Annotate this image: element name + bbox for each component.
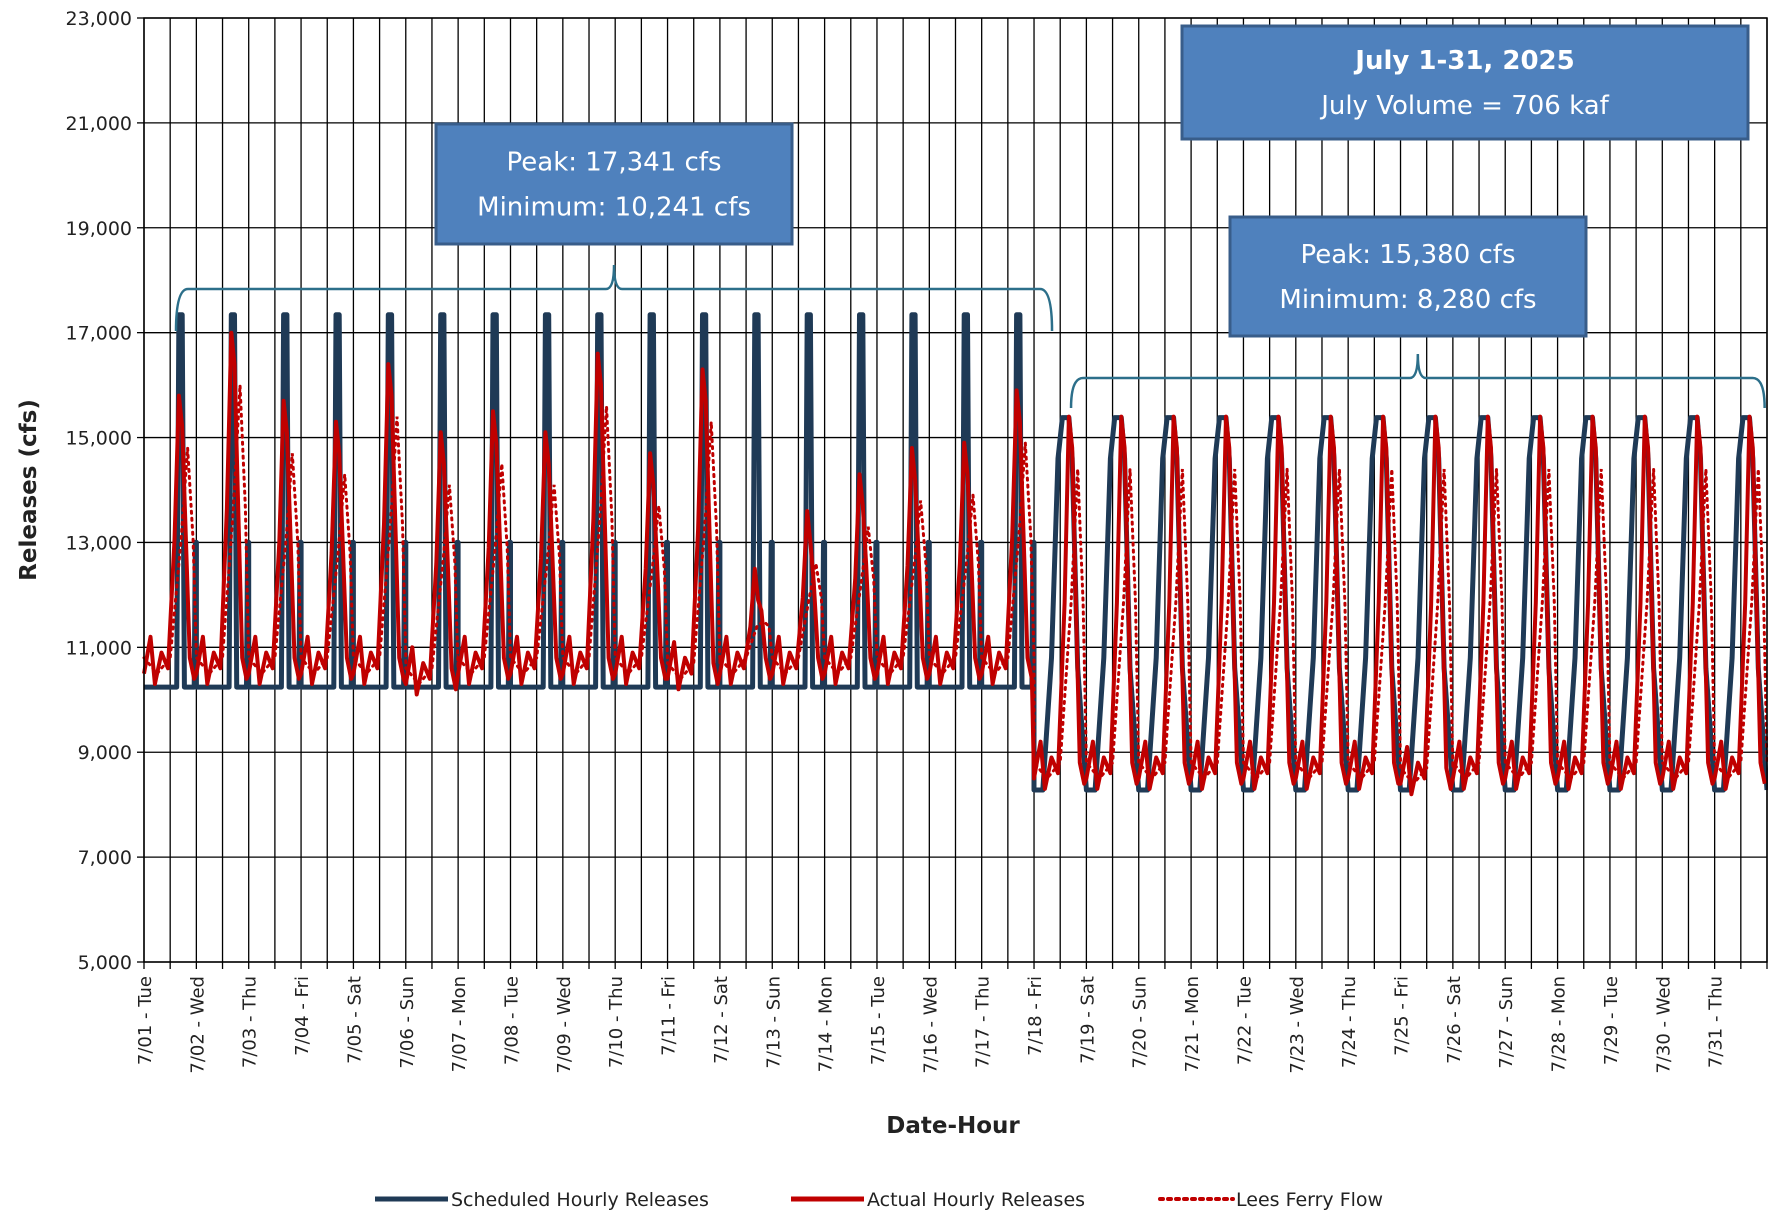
- x-tick-label: 7/13 - Sun: [763, 976, 784, 1069]
- x-tick-label: 7/09 - Wed: [554, 976, 575, 1074]
- y-tick-label: 21,000: [66, 113, 132, 135]
- x-tick-label: 7/06 - Sun: [397, 976, 418, 1069]
- x-tick-label: 7/08 - Tue: [501, 976, 522, 1065]
- callout-summary-line-1: July 1-31, 2025: [1353, 46, 1574, 76]
- x-tick-label: 7/24 - Thu: [1339, 976, 1360, 1068]
- x-tick-label: 7/21 - Mon: [1182, 976, 1203, 1072]
- callout-period2-line-1: Peak: 15,380 cfs: [1301, 240, 1516, 270]
- callout-period1-box: [434, 122, 794, 246]
- x-tick-label: 7/19 - Sat: [1077, 976, 1098, 1064]
- y-tick-label: 11,000: [66, 637, 132, 659]
- x-tick-label: 7/31 - Thu: [1706, 976, 1727, 1068]
- x-axis-label: Date-Hour: [886, 1113, 1020, 1139]
- callout-summary: July 1-31, 2025 July Volume = 706 kaf: [1180, 24, 1750, 141]
- x-tick-label: 7/26 - Sat: [1444, 976, 1465, 1064]
- x-tick-label: 7/01 - Tue: [135, 976, 156, 1065]
- y-tick-label: 9,000: [78, 742, 132, 764]
- callout-period2: Peak: 15,380 cfs Minimum: 8,280 cfs: [1228, 215, 1588, 338]
- x-tick-label: 7/14 - Mon: [816, 976, 837, 1072]
- callout-period2-box: [1228, 215, 1588, 338]
- callout-period1-line-2: Minimum: 10,241 cfs: [477, 193, 751, 223]
- y-tick-label: 17,000: [66, 323, 132, 345]
- x-tick-label: 7/18 - Fri: [1025, 976, 1046, 1056]
- x-tick-label: 7/12 - Sat: [711, 976, 732, 1064]
- y-tick-label: 13,000: [66, 532, 132, 554]
- legend-label: Scheduled Hourly Releases: [451, 1189, 709, 1211]
- brace-period2: [1069, 353, 1766, 409]
- y-axis-label: Releases (cfs): [16, 399, 42, 581]
- y-axis-ticks: 5,000 7,000 9,000 11,000 13,000 15,000 17,000 1…: [66, 8, 144, 974]
- x-tick-label: 7/05 - Sat: [344, 976, 365, 1064]
- x-tick-label: 7/29 - Tue: [1601, 976, 1622, 1065]
- x-tick-label: 7/27 - Sun: [1496, 976, 1517, 1069]
- grid: [143, 17, 1768, 963]
- x-tick-label: 7/16 - Wed: [920, 976, 941, 1074]
- callout-summary-box: [1180, 24, 1750, 141]
- x-tick-label: 7/30 - Wed: [1653, 976, 1674, 1074]
- x-tick-label: 7/20 - Sun: [1130, 976, 1151, 1069]
- y-tick-label: 15,000: [66, 428, 132, 450]
- callout-period1-line-1: Peak: 17,341 cfs: [507, 148, 722, 178]
- x-tick-label: 7/28 - Mon: [1549, 976, 1570, 1072]
- y-tick-label: 5,000: [78, 952, 132, 974]
- x-tick-label: 7/02 - Wed: [187, 976, 208, 1074]
- series-actual-hourly-releases: [142, 330, 1767, 797]
- y-tick-label: 19,000: [66, 218, 132, 240]
- x-tick-label: 7/22 - Tue: [1234, 976, 1255, 1065]
- x-tick-label: 7/07 - Mon: [449, 976, 470, 1072]
- x-tick-label: 7/23 - Wed: [1287, 976, 1308, 1074]
- x-tick-label: 7/11 - Fri: [659, 976, 680, 1056]
- x-tick-label: 7/10 - Thu: [606, 976, 627, 1068]
- x-tick-label: 7/03 - Thu: [240, 976, 261, 1068]
- series-layer: [142, 312, 1768, 797]
- callout-period2-line-2: Minimum: 8,280 cfs: [1279, 285, 1536, 315]
- callout-period1: Peak: 17,341 cfs Minimum: 10,241 cfs: [434, 122, 794, 246]
- legend-label: Actual Hourly Releases: [867, 1189, 1085, 1211]
- y-tick-label: 23,000: [66, 8, 132, 30]
- legend: Scheduled Hourly Releases Actual Hourly R…: [375, 1189, 1383, 1211]
- x-tick-label: 7/04 - Fri: [292, 976, 313, 1056]
- callout-summary-line-2: July Volume = 706 kaf: [1319, 91, 1609, 121]
- x-tick-label: 7/25 - Fri: [1392, 976, 1413, 1056]
- x-axis-ticks: 7/01 - Tue 7/02 - Wed 7/03 - Thu 7/04 - Fri…: [135, 962, 1768, 1074]
- x-tick-label: 7/17 - Thu: [973, 976, 994, 1068]
- brace-period1: [174, 264, 1054, 332]
- x-tick-label: 7/15 - Tue: [868, 976, 889, 1065]
- legend-label: Lees Ferry Flow: [1236, 1189, 1383, 1211]
- y-tick-label: 7,000: [78, 847, 132, 869]
